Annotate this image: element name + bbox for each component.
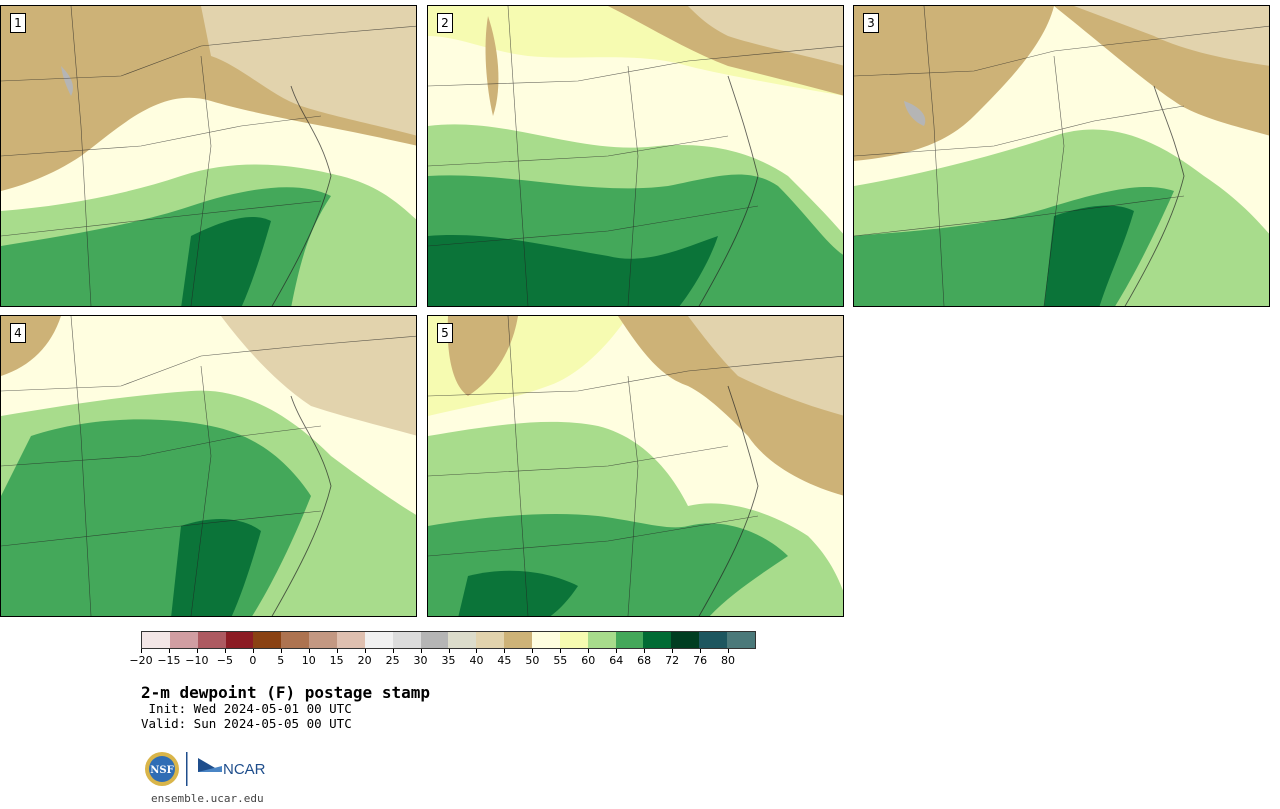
tick-mark	[504, 649, 506, 653]
tick-mark	[532, 649, 534, 653]
colorbar-segment	[448, 632, 477, 648]
colorbar-segment	[142, 632, 170, 648]
tick-mark	[224, 649, 226, 653]
tick-label: −15	[157, 654, 181, 667]
valid-time: Valid: Sun 2024-05-05 00 UTC	[141, 716, 352, 731]
tick-label: 15	[329, 654, 344, 667]
tick-label: 50	[525, 654, 540, 667]
dewpoint-map-4	[1, 316, 416, 616]
stamp-panel-1[interactable]: 1	[0, 5, 417, 307]
tick-mark	[700, 649, 702, 653]
tick-label: 25	[385, 654, 400, 667]
stamp-label: 1	[10, 13, 26, 33]
colorbar-segment	[643, 632, 672, 648]
tick-label: 76	[693, 654, 708, 667]
colorbar-segment	[559, 632, 588, 648]
tick-label: 68	[637, 654, 652, 667]
tick-label: 64	[609, 654, 624, 667]
colorbar-segment	[225, 632, 254, 648]
stamp-panel-2[interactable]: 2	[427, 5, 844, 307]
tick-mark	[560, 649, 562, 653]
tick-label: 55	[553, 654, 568, 667]
tick-mark	[588, 649, 590, 653]
dewpoint-map-5	[428, 316, 843, 616]
colorbar-segment	[420, 632, 449, 648]
colorbar-segment	[671, 632, 700, 648]
tick-label: 30	[413, 654, 428, 667]
tick-label: −10	[185, 654, 209, 667]
tick-label: 45	[497, 654, 512, 667]
colorbar-segment	[587, 632, 616, 648]
colorbar-segment	[476, 632, 505, 648]
stamp-label: 3	[863, 13, 879, 33]
tick-mark	[280, 649, 282, 653]
tick-label: −20	[129, 654, 153, 667]
tick-label: 60	[581, 654, 596, 667]
colorbar-ticks: −20 −15 −10 −5 0 5 10 15 20 25 30 35 40 45 50 55 60 64 68 7…	[129, 649, 756, 671]
colorbar-segment	[197, 632, 226, 648]
tick-mark	[392, 649, 394, 653]
tick-mark	[336, 649, 338, 653]
nsf-ncar-logos: NSF NCAR	[145, 752, 266, 786]
tick-mark	[728, 649, 730, 653]
tick-mark	[168, 649, 170, 653]
tick-mark	[672, 649, 674, 653]
tick-label: 40	[469, 654, 484, 667]
tick-label: 0	[249, 654, 257, 667]
logo-row: NSF NCAR	[144, 750, 274, 790]
colorbar-segment	[309, 632, 338, 648]
tick-mark	[476, 649, 478, 653]
colorbar-segment	[504, 632, 533, 648]
tick-mark	[616, 649, 618, 653]
colorbar-segment	[532, 632, 560, 648]
colorbar-segment	[364, 632, 393, 648]
tick-mark	[644, 649, 646, 653]
tick-label: 10	[301, 654, 316, 667]
tick-mark	[252, 649, 254, 653]
colorbar-segment	[727, 632, 755, 648]
stamp-label: 4	[10, 323, 26, 343]
colorbar-segment	[253, 632, 282, 648]
colorbar-segment	[699, 632, 728, 648]
tick-label: −5	[216, 654, 233, 667]
tick-label: 20	[357, 654, 372, 667]
dewpoint-map-3	[854, 6, 1269, 306]
tick-mark	[448, 649, 450, 653]
ncar-logo-icon: NCAR	[198, 758, 266, 778]
stamp-panel-5[interactable]: 5	[427, 315, 844, 617]
tick-label: 72	[665, 654, 680, 667]
product-title: 2-m dewpoint (F) postage stamp	[141, 683, 430, 702]
colorbar-segment	[169, 632, 198, 648]
stamp-panel-3[interactable]: 3	[853, 5, 1270, 307]
init-time: Init: Wed 2024-05-01 00 UTC	[141, 701, 352, 716]
tick-mark	[420, 649, 422, 653]
tick-mark	[364, 649, 366, 653]
colorbar-segment	[392, 632, 421, 648]
colorbar-segment	[281, 632, 310, 648]
tick-mark	[141, 649, 142, 653]
source-url[interactable]: ensemble.ucar.edu	[151, 792, 264, 805]
stamp-label: 5	[437, 323, 453, 343]
stamp-label: 2	[437, 13, 453, 33]
tick-label: 5	[277, 654, 285, 667]
colorbar-segment	[337, 632, 365, 648]
tick-label: 35	[441, 654, 456, 667]
tick-label: 80	[721, 654, 736, 667]
tick-mark	[196, 649, 198, 653]
colorbar-segment	[615, 632, 644, 648]
dewpoint-map-2	[428, 6, 843, 306]
dewpoint-colorbar	[141, 631, 756, 649]
svg-text:NSF: NSF	[150, 765, 173, 776]
dewpoint-map-1	[1, 6, 416, 306]
stamp-panel-4[interactable]: 4	[0, 315, 417, 617]
tick-mark	[308, 649, 310, 653]
svg-text:NCAR: NCAR	[223, 761, 266, 778]
nsf-logo-icon: NSF	[145, 752, 179, 786]
